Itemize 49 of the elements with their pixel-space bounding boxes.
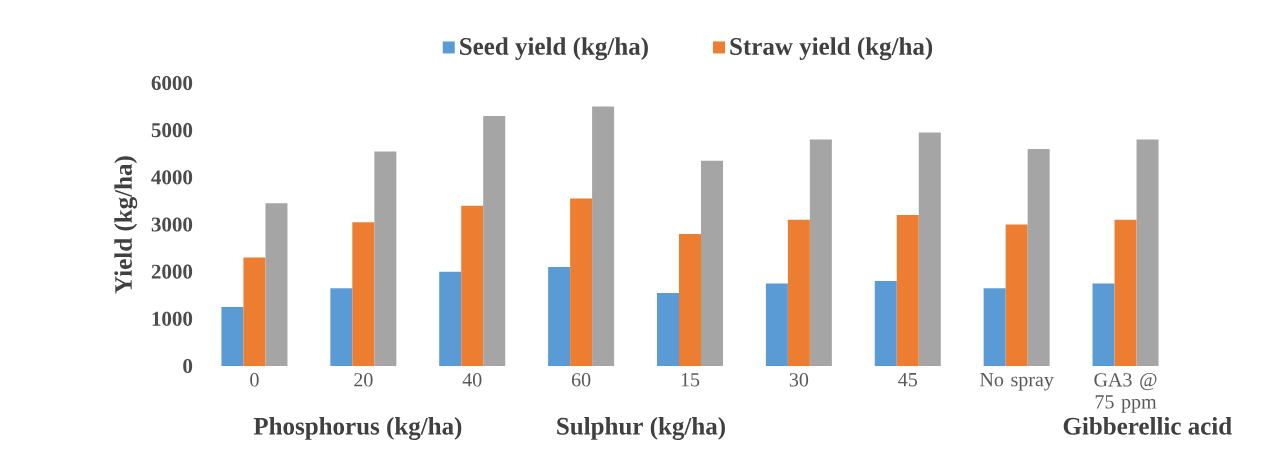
text: Gibberellic acid	[1063, 417, 1232, 435]
bar	[678, 233, 701, 366]
bar	[787, 219, 810, 366]
x-tick-label: 0	[250, 373, 259, 387]
x-tick-label: 20	[354, 373, 373, 387]
bar	[874, 281, 897, 366]
bar	[352, 222, 375, 366]
y-tick-label: 4000	[151, 170, 193, 185]
bar	[701, 160, 723, 366]
bar	[221, 307, 244, 366]
y-tick-label: 2000	[151, 264, 193, 279]
bar	[983, 288, 1006, 366]
y-tick-label: 5000	[151, 123, 193, 138]
x-tick-label: GA3 @ 75 ppm	[1094, 373, 1157, 413]
x-tick-label: 40	[462, 373, 482, 387]
text: Sulphur (kg/ha)	[557, 417, 725, 440]
bar	[1027, 149, 1050, 366]
bar	[483, 116, 506, 366]
bar	[548, 266, 571, 366]
y-tick-label: 1000	[152, 311, 193, 326]
bar	[265, 203, 288, 366]
bar	[330, 288, 353, 366]
bar	[896, 215, 919, 366]
bar	[374, 151, 397, 366]
legend-label: Straw yield (kg/ha)	[730, 37, 933, 61]
bar	[1005, 224, 1028, 366]
bar	[1092, 283, 1115, 366]
bar	[461, 205, 484, 366]
bar	[592, 106, 615, 366]
y-tick-label: 0	[183, 358, 193, 374]
bar	[570, 198, 593, 366]
bar	[809, 139, 832, 366]
text: Phosphorus (kg/ha)	[253, 417, 462, 440]
y-tick-label: 3000	[151, 217, 193, 232]
bar	[243, 257, 266, 366]
bar	[918, 132, 941, 366]
x-tick-label: 60	[571, 373, 591, 387]
x-tick-label: No spray	[980, 373, 1054, 391]
x-tick-label: 30	[789, 373, 809, 387]
bar	[439, 271, 462, 366]
x-tick-label: 15	[681, 373, 700, 387]
bar	[1114, 219, 1137, 366]
bar	[1136, 139, 1159, 366]
bar	[765, 283, 788, 366]
y-axis-title: Yield (kg/ha)	[114, 156, 138, 294]
bar	[656, 292, 679, 366]
y-tick-label: 6000	[151, 75, 193, 91]
legend-label: Seed yield (kg/ha)	[460, 37, 648, 61]
x-tick-label: 45	[898, 373, 917, 387]
